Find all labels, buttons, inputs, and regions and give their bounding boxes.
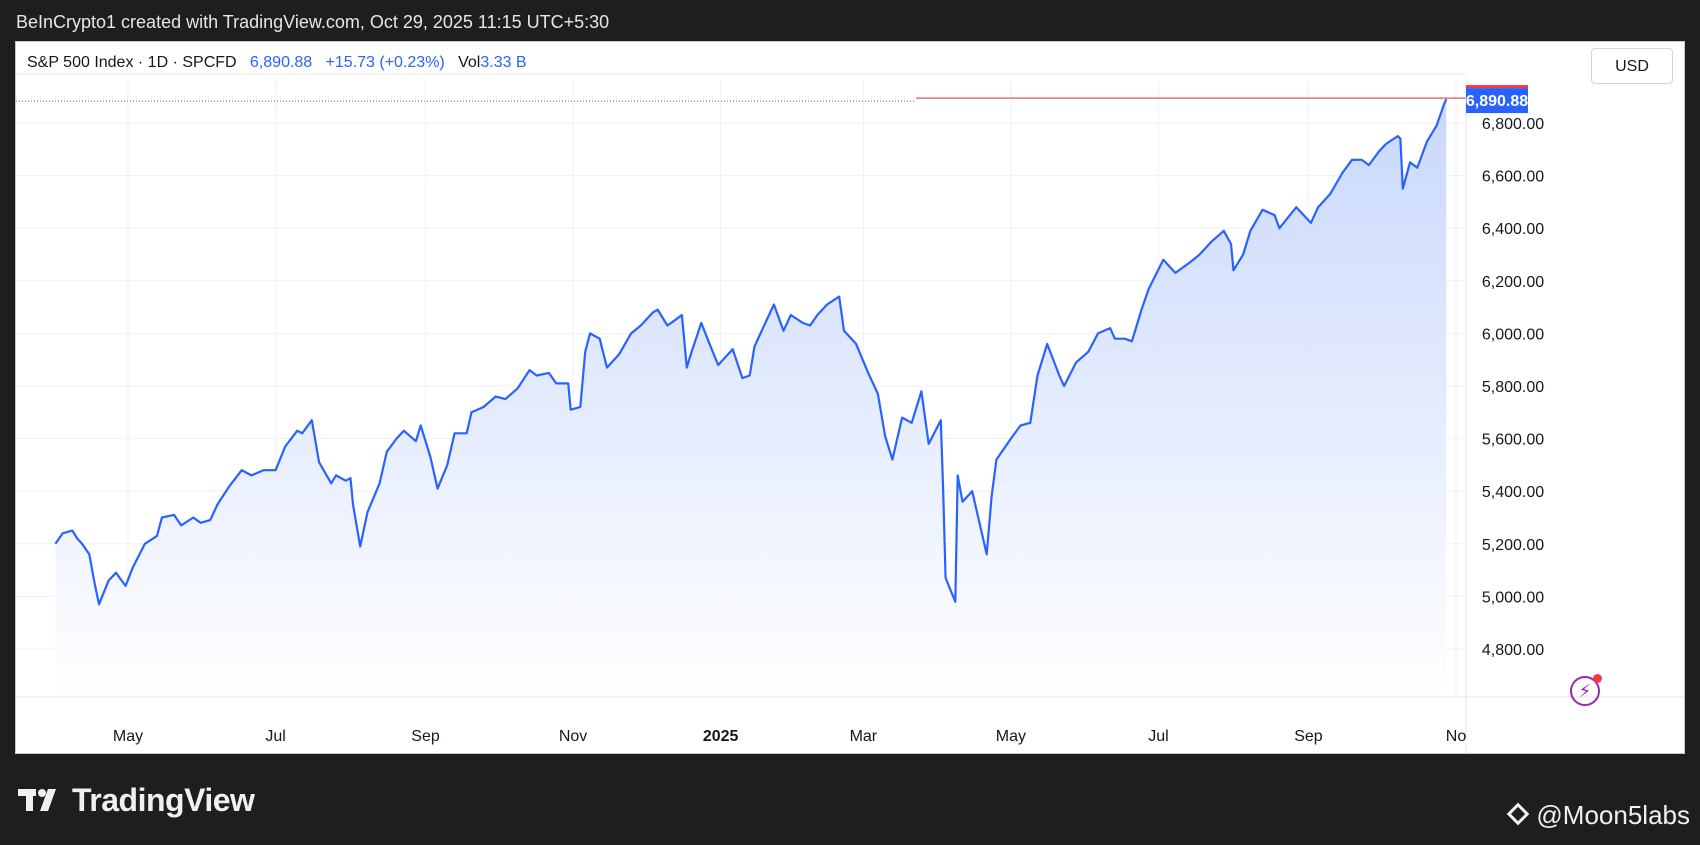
diamond-icon [1507,802,1530,826]
brand-name: TradingView [72,782,255,818]
chart-frame[interactable]: 6,800.00 6,600.00 6,400.00 6,200.00 6,000.00… [15,41,1685,754]
author-handle: @Moon5labs [1507,800,1690,831]
tradingview-logo: TradingView [18,782,255,821]
y-tick-label: 5,400.00 [1482,484,1544,501]
x-tick-label: Jul [1148,728,1168,745]
x-tick-label: No [1446,728,1467,745]
badge-red-edge [1466,85,1528,89]
x-tick-label: Sep [1294,728,1323,745]
x-tick-label: May [996,728,1026,745]
currency-button[interactable]: USD [1591,48,1673,84]
x-tick-label: Nov [559,728,587,745]
y-tick-label: 5,600.00 [1482,432,1544,449]
y-tick-label: 6,200.00 [1482,274,1544,291]
x-tick-label: Sep [411,728,440,745]
x-tick-label: Mar [850,728,878,745]
currency-label: USD [1615,58,1649,75]
price-chart[interactable]: 6,800.00 6,600.00 6,400.00 6,200.00 6,000.00… [16,42,1684,753]
y-tick-label: 5,200.00 [1482,537,1544,554]
x-tick-label: May [113,728,143,745]
lightning-icon[interactable]: ⚡ [1570,674,1602,706]
volume-value: 3.33 B [480,54,527,71]
price-change: +15.73 (+0.23%) [325,54,445,71]
attribution-bar: BeInCrypto1 created with TradingView.com… [0,0,1700,42]
notification-dot [1593,674,1602,683]
handle-text: @Moon5labs [1536,800,1690,830]
x-tick-label: 2025 [703,728,739,745]
tradingview-mark-icon [18,784,64,821]
y-tick-label: 6,000.00 [1482,326,1544,343]
chart-legend: S&P 500 Index · 1D · SPCFD 6,890.88 +15.… [27,54,527,72]
y-tick-label: 6,400.00 [1482,221,1544,238]
x-tick-label: Jul [265,728,285,745]
y-tick-label: 5,000.00 [1482,589,1544,606]
y-tick-label: 6,800.00 [1482,116,1544,133]
attribution-text: BeInCrypto1 created with TradingView.com… [16,12,610,32]
price-area [55,99,1447,698]
price-badge [1466,88,1528,114]
last-price: 6,890.88 [249,54,313,71]
y-tick-label: 4,800.00 [1482,642,1544,659]
price-badge-label: 6,890.88 [1466,93,1528,110]
symbol-label[interactable]: S&P 500 Index · 1D · SPCFD [27,54,237,71]
y-tick-label: 5,800.00 [1482,379,1544,396]
price-line[interactable] [54,98,1448,606]
y-tick-label: 6,600.00 [1482,169,1544,186]
volume-label: Vol [458,54,481,71]
